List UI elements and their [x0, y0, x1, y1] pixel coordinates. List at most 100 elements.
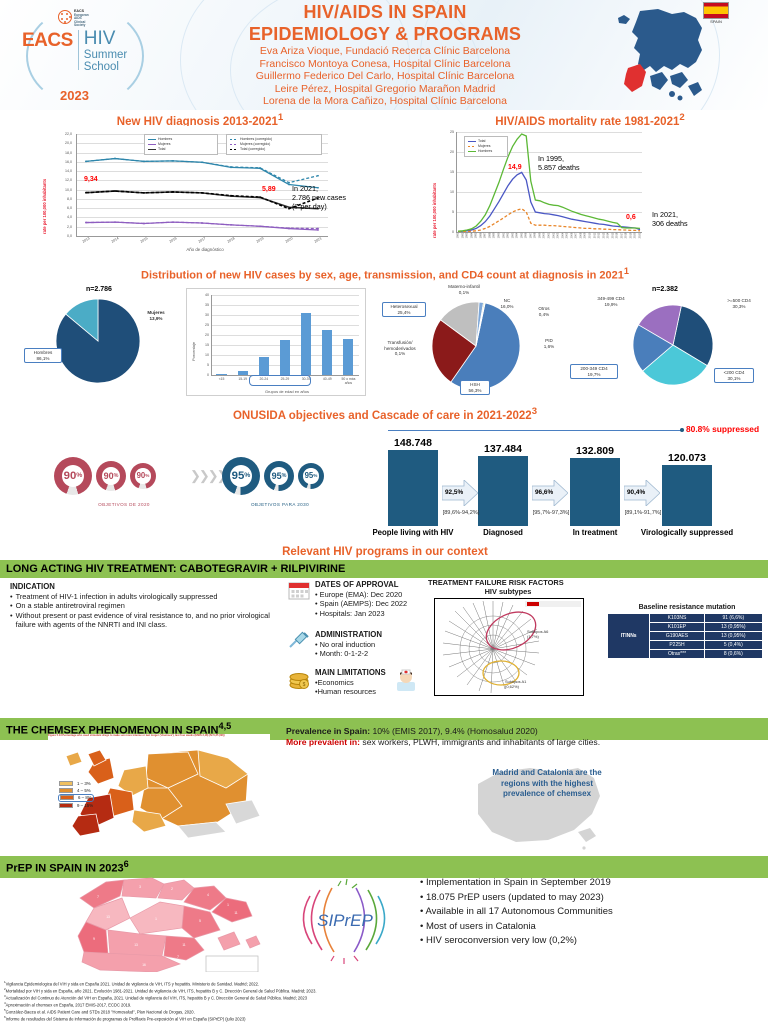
approval-item: • Hospitals: Jan 2023 [315, 609, 407, 619]
mutation-cell: P225H [649, 640, 705, 650]
legend-item: Mujeres [468, 144, 504, 149]
trans-label-nc: NC 16,0% [496, 298, 518, 309]
xtick: 20-24 [259, 377, 269, 381]
cascade-bar-2 [570, 458, 620, 526]
cascade-label-3: Virologically suppressed [640, 528, 734, 537]
indication-block: INDICATION • Treatment of HIV-1 infection… [10, 582, 280, 630]
legend-item: 9 – 15% [58, 802, 94, 808]
mark-line-3: AIDS [74, 16, 82, 21]
gridline [76, 208, 328, 210]
ytick: 40 [205, 293, 209, 297]
legend-swatch-icon [468, 145, 476, 148]
xtick: 15-19 [238, 377, 248, 381]
chemsex-map-svg [48, 744, 270, 840]
xtick: 2011 [593, 232, 596, 239]
resistance-table-block: Baseline resistance mutation ITINNs K103N… [606, 604, 767, 659]
eacs-dots-icon [58, 10, 72, 24]
slice-label: <200 CD4 [723, 370, 745, 375]
new-diagnosis-chart: rate per 100,000 inhabitants 0,0 2,0 4,0 6,… [40, 126, 346, 254]
xtick: 2012 [597, 232, 601, 239]
xtick: 2016 [615, 232, 619, 239]
rings-arrow-icon: ❯❯❯❯ [190, 468, 228, 483]
svg-text:16: 16 [142, 963, 146, 967]
gridline [76, 189, 328, 191]
anno-line-1: In 2021, [292, 184, 318, 193]
slice-label: Materno-infantil [448, 284, 480, 289]
ytick: 0,0 [67, 234, 72, 238]
reference-text: Informe de resultados del Sistema de inf… [5, 1016, 246, 1022]
administration-item: • Month: 0-1-2-2 [315, 649, 382, 659]
cascade-arrow-icon [532, 480, 568, 506]
prep-bullets: • Implementation in Spain in September 2… [420, 876, 750, 949]
legend-label: Mujeres (corregido) [240, 142, 271, 146]
author-2: Francisco Montoya Conesa, Hospital Clíni… [259, 57, 511, 70]
cascade-pct-2: 90,4% [627, 489, 646, 496]
eacs-logo: EACS European AIDS Clinical Society EACS… [14, 4, 156, 108]
chart2-annotation-2021: In 2021, 306 deaths [652, 210, 712, 228]
chart2-annotation-end: 0,6 [626, 214, 636, 221]
xtick: 1998 [533, 232, 537, 239]
gridline [456, 132, 642, 133]
subtype-a6-label: Subtipos A6 [527, 629, 549, 634]
trans-label-transfusion: Transfusión/ hemoderivados 0,1% [372, 340, 428, 357]
legend-label: Total [158, 147, 166, 151]
chemsex-map-note: Madrid and Catalonia are the regions wit… [432, 768, 662, 800]
reference-item: 3Actualización del Continuo de Atención … [4, 994, 317, 1001]
legend-label: Total [478, 139, 486, 143]
slice-value: 1,6% [543, 343, 555, 349]
chart2-annotation-1995: In 1995, 5.857 deaths [538, 154, 602, 172]
count-cell: 8 (0,6%) [703, 649, 764, 659]
svg-text:1: 1 [155, 917, 157, 921]
map-note-line-1: Madrid and Catalonia are the [492, 768, 602, 777]
slice-label: HSH [470, 382, 480, 387]
svg-text:1: 1 [227, 903, 229, 907]
cascade-connector-dot [680, 428, 684, 432]
cascade-pct-0: 92,5% [445, 489, 464, 496]
bullet-icon: • [315, 649, 318, 659]
spain-flag: SPAIN [700, 2, 732, 30]
rings-2020-label: OBJETIVOS DE 2020 [98, 502, 150, 507]
gridline [456, 192, 642, 193]
xtick: 2014 [606, 232, 610, 239]
legend-item: Total [148, 147, 214, 152]
reference-sup: 4 [4, 1001, 6, 1006]
svg-text:$: $ [303, 682, 306, 688]
count-cell: 91 (6,6%) [703, 613, 764, 623]
slice-value: 16,0% [500, 303, 514, 309]
bar-20-24 [258, 356, 269, 375]
slice-value: 56,3% [468, 387, 482, 393]
ytick: 20 [450, 150, 454, 154]
anno-line-2: 306 deaths [652, 219, 688, 228]
chart1-xaxis [76, 236, 328, 237]
siprep-logo-text: SIPrEP [317, 911, 373, 930]
xtick: 1996 [524, 232, 528, 239]
syringe-icon [289, 631, 309, 648]
prep-bullet: • Most of users in Catalonia [420, 920, 750, 935]
svg-text:9: 9 [93, 937, 95, 941]
cascade-bar-1 [478, 455, 528, 526]
chart2-yaxis [456, 132, 457, 232]
approval-item-text: Hospitals: Jan 2023 [319, 608, 385, 618]
svg-text:4: 4 [207, 893, 209, 897]
bar-40-49 [322, 329, 333, 375]
legend-label: 1 – 3% [77, 781, 91, 786]
slice-value: 0,1% [394, 351, 406, 357]
chemsex-bar-title: THE CHEMSEX PHENOMENON IN SPAIN [6, 724, 219, 737]
ring-value: 90% [135, 468, 151, 484]
legend-swatch-icon [148, 148, 156, 151]
xtick: 1984 [470, 232, 474, 239]
legend-swatch-icon [59, 802, 73, 808]
bullet-icon: • [10, 610, 13, 620]
xtick: 1988 [488, 232, 492, 239]
count-cell: 13 (0,95%) [703, 622, 764, 632]
gridline [456, 172, 642, 173]
slice-label: 349-499 CD4 [597, 296, 625, 301]
new-diagnosis-title: New HIV diagnosis 2013-20211 [60, 112, 340, 128]
new-diagnosis-title-text: New HIV diagnosis 2013-2021 [116, 115, 278, 128]
gridline [76, 198, 328, 200]
chart1-legend-left: Hombres Mujeres Total [144, 134, 218, 155]
progress-ring: 90% [54, 457, 92, 495]
svg-text:7: 7 [177, 955, 179, 959]
cascade-ci-0: [89,6%-94,2%] [442, 510, 480, 516]
prep-bullet: • Available in all 17 Autonomous Communi… [420, 905, 750, 920]
